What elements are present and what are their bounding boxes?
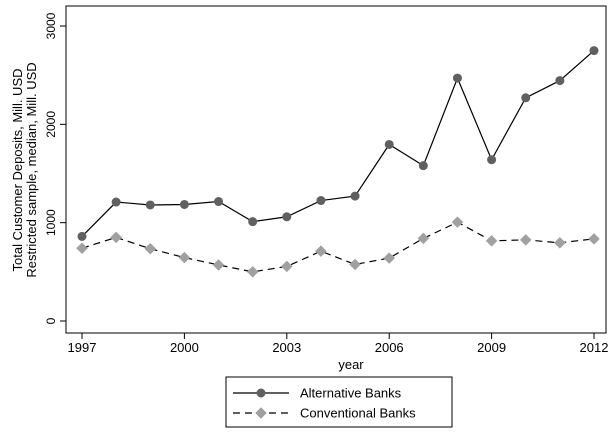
data-point [280, 260, 293, 273]
data-point [212, 259, 225, 271]
data-point [145, 200, 155, 210]
x-tick-label: 2012 [580, 340, 609, 355]
legend-marker [256, 388, 266, 398]
data-point [589, 46, 599, 56]
x-tick-label: 2003 [272, 340, 301, 355]
data-point [451, 216, 464, 229]
y-tick-label: 0 [44, 317, 58, 324]
data-point [248, 217, 258, 227]
data-point [350, 191, 360, 201]
data-point [417, 232, 430, 245]
y-tick-label: 1000 [44, 209, 58, 236]
data-point [521, 93, 531, 103]
data-point [555, 76, 565, 86]
x-axis-title: year [338, 357, 364, 372]
series-line [81, 50, 595, 237]
y-tick-label: 3000 [44, 12, 58, 39]
series-line [81, 221, 595, 273]
y-axis-title-line: Restricted sample, median, Mill. USD [24, 62, 39, 277]
data-point [110, 231, 122, 244]
x-axis: 1997 2000 2003 2006 2009 2012 [68, 333, 609, 355]
series-layer [76, 46, 600, 278]
data-point [282, 212, 292, 222]
legend-item: Alternative Banks [233, 386, 402, 401]
data-point [246, 265, 259, 278]
x-tick-label: 2000 [170, 340, 199, 355]
series-0 [77, 46, 599, 241]
data-point [214, 197, 224, 207]
data-point [519, 234, 532, 246]
data-point [179, 199, 189, 209]
legend: Alternative Banks Conventional Banks [225, 376, 453, 428]
x-tick-label: 1997 [68, 340, 97, 355]
data-point [418, 161, 428, 171]
data-point [383, 252, 396, 264]
data-point [77, 231, 87, 241]
data-point [349, 258, 361, 271]
plot-area-border [65, 5, 607, 334]
data-point [111, 197, 121, 207]
y-tick-label: 2000 [44, 111, 58, 138]
legend-item: Conventional Banks [233, 406, 416, 421]
data-point [316, 196, 326, 206]
series-1 [76, 216, 600, 278]
data-point [487, 155, 497, 165]
data-point [76, 242, 88, 255]
data-point [144, 242, 157, 255]
y-axis: 0 1000 2000 3000 [44, 12, 66, 324]
data-point [485, 235, 498, 247]
legend-marker [255, 407, 267, 419]
x-tick-label: 2009 [477, 340, 506, 355]
data-point [384, 139, 394, 149]
data-point [554, 236, 566, 249]
data-point [588, 233, 600, 245]
x-tick-label: 2006 [375, 340, 404, 355]
data-point [452, 73, 462, 83]
data-point [315, 245, 327, 258]
data-point [178, 251, 191, 264]
legend-label: Conventional Banks [300, 406, 416, 421]
legend-box [225, 376, 453, 428]
y-axis-title-line: Total Customer Deposits, Mill. USD [10, 69, 25, 272]
y-axis-title: Total Customer Deposits, Mill. USD Restri… [10, 62, 39, 277]
legend-label: Alternative Banks [300, 386, 402, 401]
